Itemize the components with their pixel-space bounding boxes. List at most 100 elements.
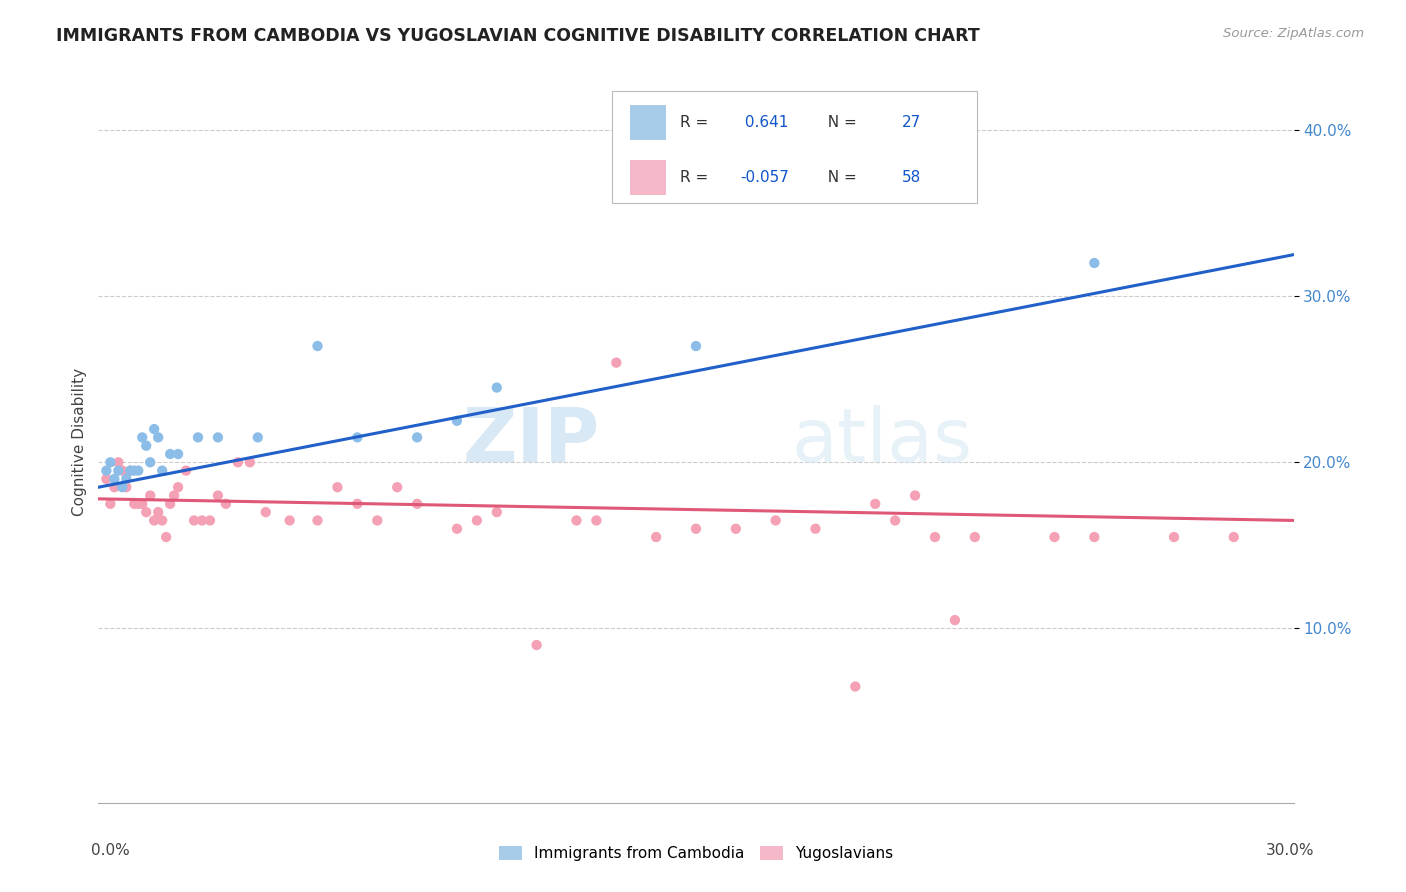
Point xyxy=(135,505,157,519)
Point xyxy=(215,497,238,511)
Point xyxy=(148,505,170,519)
Point xyxy=(174,464,197,478)
Point xyxy=(924,530,946,544)
Point xyxy=(139,489,162,503)
Point xyxy=(98,455,122,469)
Point xyxy=(865,497,887,511)
Point xyxy=(198,513,221,527)
Point xyxy=(406,430,429,444)
Point xyxy=(804,522,827,536)
Point xyxy=(1083,530,1105,544)
Point xyxy=(103,480,125,494)
Point xyxy=(226,455,249,469)
Point xyxy=(148,430,170,444)
Text: N =: N = xyxy=(818,170,862,186)
Point xyxy=(120,464,142,478)
Point xyxy=(465,513,488,527)
Point xyxy=(207,489,229,503)
Point xyxy=(191,513,214,527)
Bar xyxy=(630,161,666,195)
Point xyxy=(139,455,162,469)
Point xyxy=(143,513,166,527)
Text: R =: R = xyxy=(681,115,714,129)
Point xyxy=(1223,530,1246,544)
Point xyxy=(446,522,468,536)
Point xyxy=(187,430,209,444)
Point xyxy=(167,447,190,461)
Point xyxy=(107,455,129,469)
Point xyxy=(96,464,118,478)
Text: 58: 58 xyxy=(901,170,921,186)
Bar xyxy=(630,105,666,139)
Point xyxy=(963,530,986,544)
Text: 30.0%: 30.0% xyxy=(1267,843,1315,858)
Point xyxy=(326,480,349,494)
Point xyxy=(446,414,468,428)
Text: N =: N = xyxy=(818,115,862,129)
Point xyxy=(1163,530,1185,544)
Point xyxy=(605,356,627,370)
Point xyxy=(115,480,138,494)
Text: atlas: atlas xyxy=(792,405,973,478)
Point xyxy=(485,505,508,519)
Y-axis label: Cognitive Disability: Cognitive Disability xyxy=(72,368,87,516)
Legend: Immigrants from Cambodia, Yugoslavians: Immigrants from Cambodia, Yugoslavians xyxy=(494,840,898,867)
Text: -0.057: -0.057 xyxy=(740,170,789,186)
Point xyxy=(307,513,329,527)
Point xyxy=(127,497,149,511)
Point xyxy=(765,513,787,527)
Point xyxy=(115,472,138,486)
Point xyxy=(98,497,122,511)
Point xyxy=(159,447,181,461)
Point xyxy=(207,430,229,444)
Point xyxy=(1083,256,1105,270)
Point xyxy=(485,380,508,394)
Text: 0.0%: 0.0% xyxy=(91,843,131,858)
Point xyxy=(163,489,186,503)
Point xyxy=(724,522,747,536)
Point xyxy=(107,464,129,478)
Point xyxy=(143,422,166,436)
Point xyxy=(385,480,409,494)
Point xyxy=(150,464,173,478)
Point xyxy=(155,530,177,544)
Text: Source: ZipAtlas.com: Source: ZipAtlas.com xyxy=(1223,27,1364,40)
Point xyxy=(254,505,277,519)
Point xyxy=(406,497,429,511)
FancyBboxPatch shape xyxy=(613,91,977,203)
Point xyxy=(844,680,866,694)
Point xyxy=(150,513,173,527)
Point xyxy=(120,464,142,478)
Point xyxy=(307,339,329,353)
Point xyxy=(96,472,118,486)
Point xyxy=(904,489,927,503)
Point xyxy=(1043,530,1066,544)
Point xyxy=(585,513,607,527)
Point xyxy=(246,430,269,444)
Point xyxy=(131,430,153,444)
Point xyxy=(346,497,368,511)
Point xyxy=(111,464,134,478)
Text: R =: R = xyxy=(681,170,714,186)
Point xyxy=(167,480,190,494)
Point xyxy=(685,522,707,536)
Text: IMMIGRANTS FROM CAMBODIA VS YUGOSLAVIAN COGNITIVE DISABILITY CORRELATION CHART: IMMIGRANTS FROM CAMBODIA VS YUGOSLAVIAN … xyxy=(56,27,980,45)
Point xyxy=(565,513,588,527)
Point xyxy=(124,464,146,478)
Point xyxy=(127,464,149,478)
Point xyxy=(346,430,368,444)
Point xyxy=(884,513,907,527)
Text: 0.641: 0.641 xyxy=(740,115,789,129)
Point xyxy=(278,513,301,527)
Point xyxy=(526,638,548,652)
Point xyxy=(366,513,388,527)
Point xyxy=(103,472,125,486)
Point xyxy=(135,439,157,453)
Point xyxy=(645,530,668,544)
Point xyxy=(159,497,181,511)
Point xyxy=(239,455,262,469)
Text: 27: 27 xyxy=(901,115,921,129)
Point xyxy=(685,339,707,353)
Point xyxy=(943,613,966,627)
Point xyxy=(183,513,205,527)
